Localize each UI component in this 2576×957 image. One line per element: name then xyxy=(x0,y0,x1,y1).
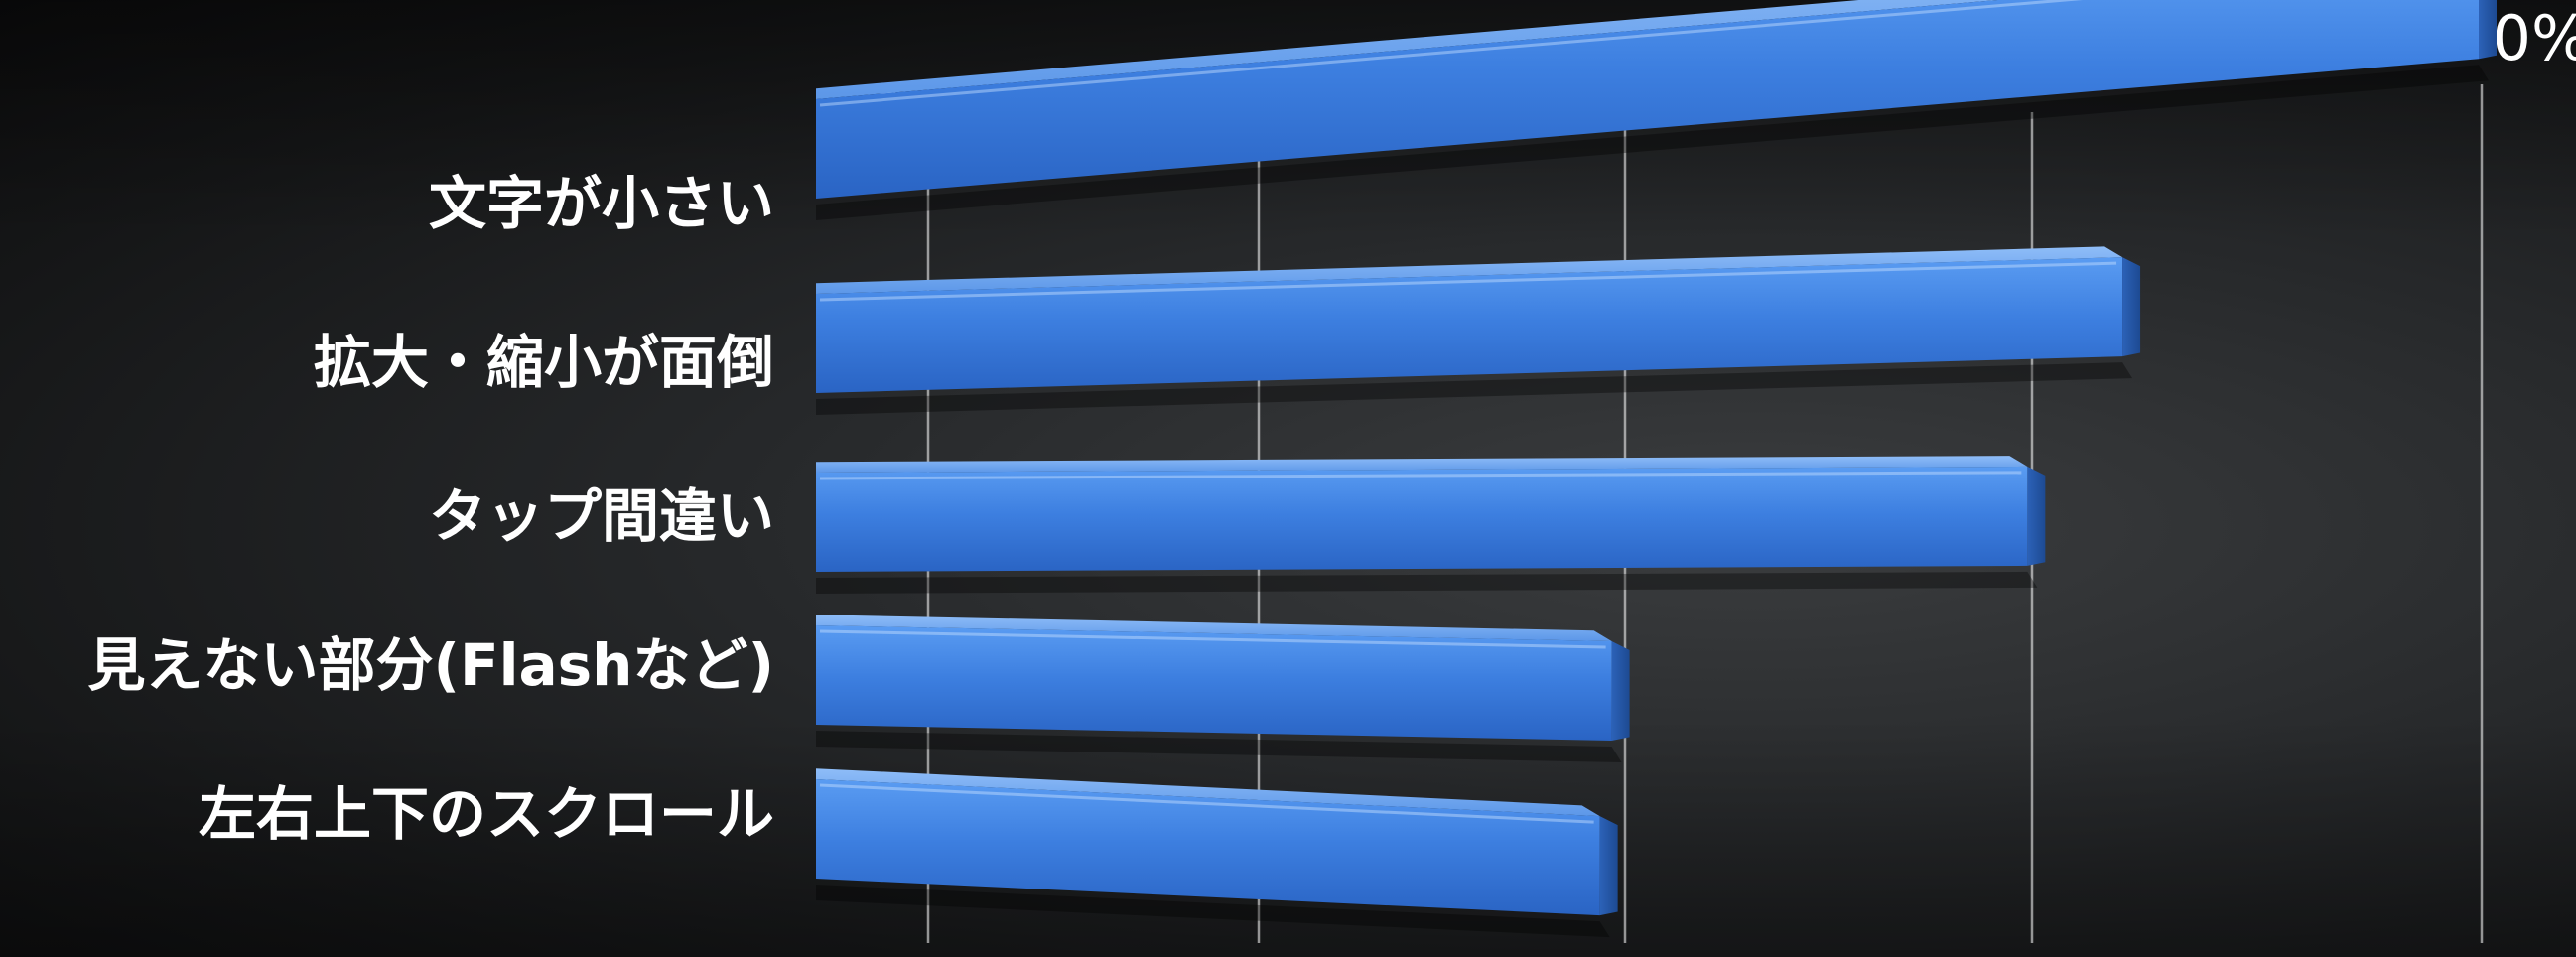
category-label: 拡大・縮小が面倒 xyxy=(314,329,774,396)
bar xyxy=(816,0,2497,220)
bar xyxy=(816,456,2046,594)
category-label: 左右上下のスクロール xyxy=(199,780,774,848)
category-label: タップ間違い xyxy=(429,482,774,550)
bar xyxy=(816,615,1630,763)
category-label: 見えない部分(Flashなど) xyxy=(88,631,774,699)
bar xyxy=(816,768,1618,938)
bars xyxy=(816,0,2497,938)
category-label: 文字が小さい xyxy=(429,170,774,237)
bar xyxy=(816,246,2141,415)
